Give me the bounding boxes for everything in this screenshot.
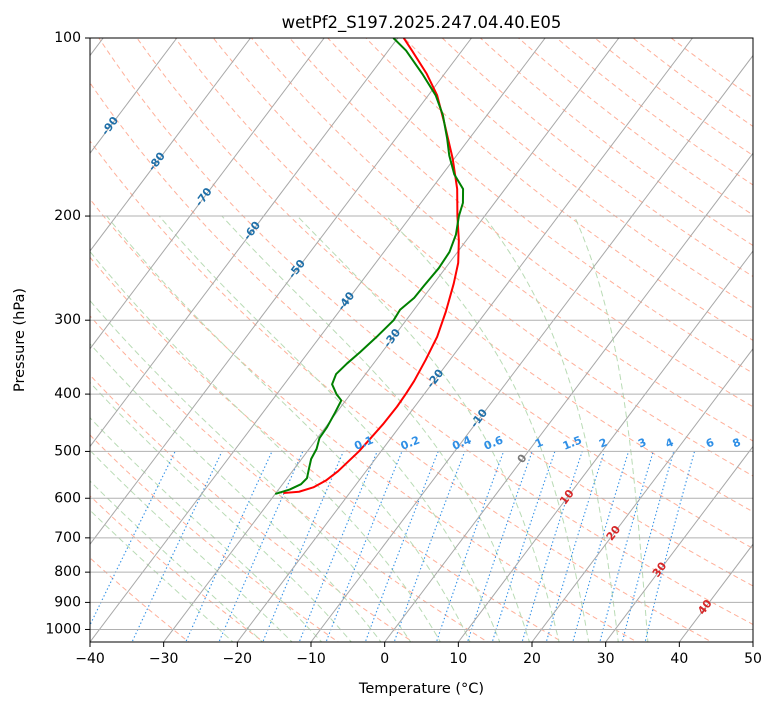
isotherm-line [90,38,399,448]
dry-adiabat-line [403,38,753,309]
moist-adiabats [90,215,649,642]
isotherm-line [384,152,753,642]
isotherm-line [236,38,693,642]
isotherm-line [457,250,753,642]
y-tick-label: 1000 [45,621,81,637]
x-tick-label: 20 [523,651,541,667]
dry-adiabat-line [288,38,753,408]
isobars [90,38,753,630]
mixing-ratio-label: 2 [597,436,609,451]
x-tick-label: −10 [296,651,326,667]
sounding-profiles [274,38,465,495]
y-tick-label: 100 [54,30,81,46]
dry-adiabat-line [212,38,753,477]
isotherms [90,38,753,642]
mixing-ratio-line [185,451,273,642]
y-tick-label: 500 [54,443,81,459]
mixing-ratio-line [466,451,533,642]
mixing-ratio-line [90,451,176,627]
mixing-ratio-line [364,451,439,642]
plot-frame [89,37,754,643]
moist-adiabat-line [90,381,352,642]
dewpoint-line [274,38,465,495]
y-axis-label: Pressure (hPa) [12,288,28,392]
moist-adiabat-line [90,250,441,642]
y-tick-label: 600 [54,490,81,506]
y-tick-label: 300 [54,312,81,328]
dry-adiabat-line [90,198,639,642]
x-tick-label: 30 [597,651,615,667]
mixing-ratio-line [298,451,378,642]
moist-adiabat-line [90,417,323,642]
mixing-ratio-label: 1 [533,436,545,451]
isotherm-line [90,38,472,546]
x-tick-label: −30 [149,651,179,667]
mixing-ratio-label: 8 [731,436,743,451]
mixing-ratio-label: 3 [636,436,648,451]
moist-adiabat-line [90,299,412,642]
isotherm-line [90,38,325,350]
mixing-ratio-line [393,451,466,642]
isotherm-line [90,38,546,642]
x-tick-label: 40 [670,651,688,667]
x-tick-label: 0 [380,651,389,667]
mixing-ratio-line [491,451,556,642]
isotherm-line [605,445,753,642]
isotherm-line [163,38,620,642]
axes: −40 −30 −20 −10 0 10 20 30 40 50 100 200 300 400 500 60… [45,30,762,667]
isotherm-line [90,38,251,252]
x-axis-label: Temperature (°C) [358,681,484,697]
y-tick-label: 900 [54,594,81,610]
x-tick-label: 10 [449,651,467,667]
chart-title: wetPf2_S197.2025.247.04.40.E05 [282,13,562,33]
moist-adiabat-line [221,215,530,642]
dry-adiabat-line [174,38,753,513]
mixing-ratio-line [644,451,696,642]
moist-adiabat-line [573,215,649,642]
moist-adiabat-line [90,449,293,642]
mixing-ratio-line [521,451,583,642]
moist-adiabat-line [296,215,560,642]
moist-adiabat-line [483,215,619,642]
isotherm-line [310,54,753,642]
x-tick-label: −40 [75,651,105,667]
y-tick-label: 200 [54,208,81,224]
mixing-ratio-line [325,451,403,642]
isotherm-line [531,347,753,642]
y-tick-label: 400 [54,386,81,402]
x-tick-label: −20 [223,651,253,667]
moist-adiabat-line [106,215,471,642]
y-tick-label: 800 [54,564,81,580]
isotherm-line [90,38,178,155]
x-tick-label: 50 [744,651,762,667]
moist-adiabat-line [386,215,590,642]
y-tick-label: 700 [54,530,81,546]
mixing-ratio-lines [90,451,696,642]
dry-adiabat-line [136,38,753,550]
moist-adiabat-line [90,343,382,642]
